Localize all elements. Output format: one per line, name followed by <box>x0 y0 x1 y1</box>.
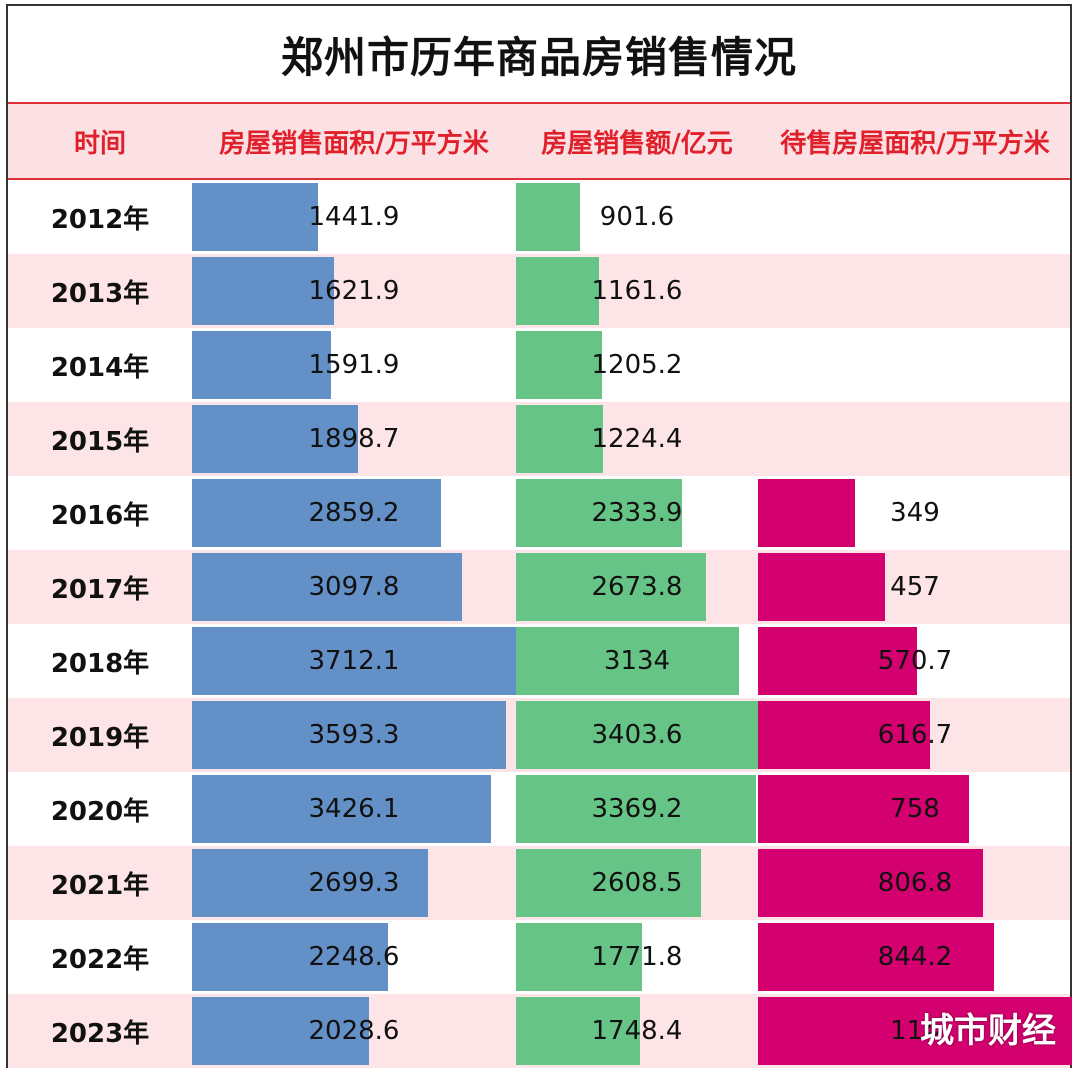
unsold-area-bar <box>758 627 917 695</box>
sales-amount-bar <box>516 479 682 547</box>
sales-amount-bar <box>516 257 599 325</box>
sales-area-bar <box>192 257 334 325</box>
sales-area-bar <box>192 331 331 399</box>
year-label: 2018年 <box>50 648 150 679</box>
unsold-area-bar <box>758 997 1072 1065</box>
sales-area-bar <box>192 479 441 547</box>
year-label: 2012年 <box>50 204 150 235</box>
table-body: 2012年 1441.9 901.6 2013年 1621.9 1161.6 2014年 15… <box>8 180 1072 1068</box>
table-frame: 郑州市历年商品房销售情况 时间 房屋销售面积/万平方米 房屋销售额/亿元 待售房… <box>6 4 1072 1068</box>
year-label: 2021年 <box>50 870 150 901</box>
table-header: 时间 房屋销售面积/万平方米 房屋销售额/亿元 待售房屋面积/万平方米 <box>8 102 1070 180</box>
sales-amount-bar <box>516 775 756 843</box>
year-label: 2014年 <box>50 352 150 383</box>
sales-amount-bar <box>516 331 602 399</box>
sales-area-bar <box>192 997 369 1065</box>
sales-area-bar <box>192 183 318 251</box>
sales-amount-bar <box>516 849 701 917</box>
sales-area-bar <box>192 923 388 991</box>
sales-area-bar <box>192 405 358 473</box>
table-row: 2022年 2248.6 1771.8 844.2 <box>8 920 1070 994</box>
year-label: 2013年 <box>50 278 150 309</box>
table-row: 2013年 1621.9 1161.6 <box>8 254 1070 328</box>
sales-amount-bar <box>516 183 580 251</box>
year-label: 2019年 <box>50 722 150 753</box>
sales-amount-bar <box>516 701 758 769</box>
header-sales-amount: 房屋销售额/亿元 <box>541 128 733 159</box>
table-row: 2023年 2028.6 1748.4 114 <box>8 994 1072 1068</box>
table-row: 2015年 1898.7 1224.4 <box>8 402 1070 476</box>
table-row: 2014年 1591.9 1205.2 <box>8 328 1070 402</box>
sales-area-bar <box>192 701 506 769</box>
header-year: 时间 <box>73 128 126 159</box>
year-label: 2020年 <box>50 796 150 827</box>
table-row: 2021年 2699.3 2608.5 806.8 <box>8 846 1070 920</box>
table-row: 2018年 3712.1 3134 570.7 <box>8 624 1070 698</box>
chart-title: 郑州市历年商品房销售情况 <box>280 32 797 82</box>
table-row: 2019年 3593.3 3403.6 616.7 <box>8 698 1070 772</box>
table-row: 2016年 2859.2 2333.9 349 <box>8 476 1070 550</box>
header-sales-area: 房屋销售面积/万平方米 <box>219 128 489 159</box>
sales-amount-bar <box>516 627 739 695</box>
year-label: 2023年 <box>50 1018 150 1049</box>
sales-amount-bar <box>516 923 642 991</box>
unsold-area-bar <box>758 701 930 769</box>
header-unsold-area: 待售房屋面积/万平方米 <box>780 128 1050 159</box>
sales-area-bar <box>192 627 516 695</box>
year-label: 2022年 <box>50 944 150 975</box>
year-label: 2015年 <box>50 426 150 457</box>
table-row: 2012年 1441.9 901.6 <box>8 180 1070 254</box>
sales-area-bar <box>192 775 491 843</box>
unsold-area-bar <box>758 775 969 843</box>
sales-amount-bar <box>516 405 603 473</box>
unsold-area-bar <box>758 479 855 547</box>
table-row: 2020年 3426.1 3369.2 758 <box>8 772 1070 846</box>
unsold-area-bar <box>758 849 983 917</box>
unsold-area-bar <box>758 553 885 621</box>
sales-area-bar <box>192 849 428 917</box>
year-label: 2017年 <box>50 574 150 605</box>
sales-amount-bar <box>516 553 706 621</box>
sales-amount-bar <box>516 997 640 1065</box>
table-row: 2017年 3097.8 2673.8 457 <box>8 550 1070 624</box>
year-label: 2016年 <box>50 500 150 531</box>
watermark: 城市财经 <box>920 1011 1056 1051</box>
sales-area-bar <box>192 553 462 621</box>
unsold-area-bar <box>758 923 994 991</box>
